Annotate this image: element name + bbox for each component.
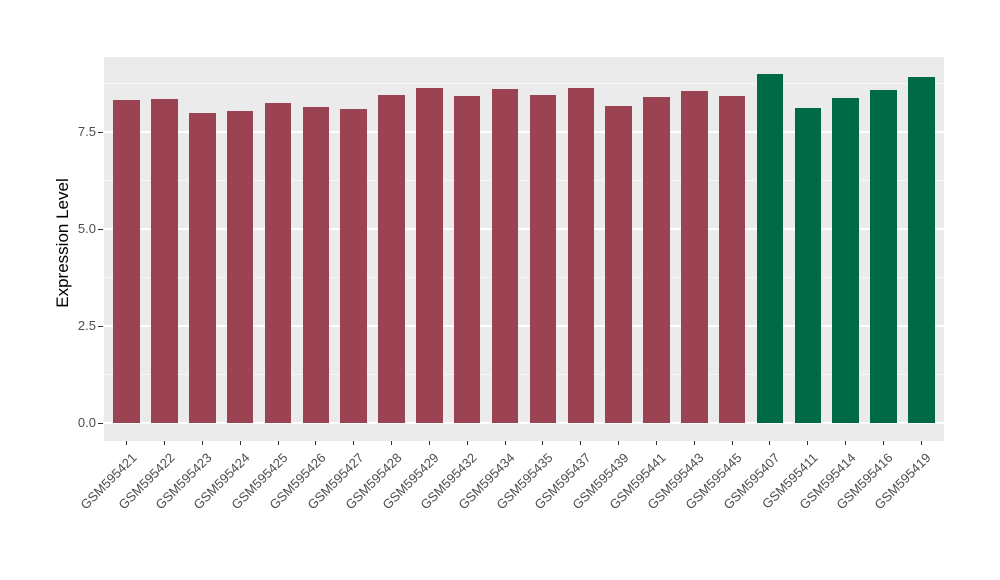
bar-GSM595445 <box>718 95 746 423</box>
y-tick <box>98 423 103 424</box>
y-tick-label: 5.0 <box>77 221 96 236</box>
gridline-major <box>104 422 944 424</box>
y-tick-label: 7.5 <box>77 124 96 139</box>
bar-GSM595427 <box>340 108 367 423</box>
bar-GSM595423 <box>189 112 216 423</box>
plot-panel <box>104 57 944 441</box>
gridline-major <box>104 228 944 230</box>
bar-GSM595407 <box>756 73 784 423</box>
bar-GSM595428 <box>378 94 405 423</box>
y-tick-label: 2.5 <box>77 318 96 333</box>
bar-GSM595426 <box>302 106 330 423</box>
gridline-major <box>104 325 944 327</box>
x-tick <box>693 441 695 445</box>
x-tick <box>164 441 166 445</box>
bar-GSM595443 <box>681 90 708 423</box>
x-tick <box>504 441 506 445</box>
x-tick <box>201 441 203 445</box>
bar-GSM595425 <box>264 102 292 423</box>
y-tick <box>98 326 103 327</box>
y-tick <box>98 132 103 133</box>
y-tick <box>98 229 103 230</box>
gridline-minor <box>104 180 944 181</box>
x-tick <box>391 441 393 445</box>
bar-GSM595435 <box>529 95 557 423</box>
bar-GSM595419 <box>908 76 935 423</box>
bar-GSM595439 <box>605 106 632 423</box>
gridline-minor <box>104 277 944 278</box>
x-tick <box>315 441 317 445</box>
bar-GSM595441 <box>643 96 670 423</box>
x-tick <box>655 441 657 445</box>
x-tick <box>353 441 355 445</box>
x-tick <box>239 441 241 445</box>
x-tick <box>126 441 128 445</box>
x-tick <box>731 441 733 445</box>
bar-GSM595432 <box>454 95 481 423</box>
bar-GSM595414 <box>832 97 859 423</box>
x-tick <box>807 441 809 445</box>
bar-GSM595416 <box>870 90 897 423</box>
x-tick <box>845 441 847 445</box>
bar-GSM595434 <box>491 89 519 423</box>
x-tick <box>618 441 620 445</box>
bar-GSM595437 <box>567 88 594 423</box>
x-tick <box>542 441 544 445</box>
y-axis-title: Expression Level <box>53 178 72 308</box>
x-tick <box>920 441 922 445</box>
x-tick <box>277 441 279 445</box>
bar-GSM595424 <box>226 110 254 423</box>
bar-GSM595429 <box>416 88 443 423</box>
bar-GSM595411 <box>794 108 822 423</box>
y-tick-label: 0.0 <box>77 415 96 430</box>
x-tick <box>428 441 430 445</box>
gridline-minor <box>104 83 944 84</box>
x-tick <box>466 441 468 445</box>
x-tick <box>580 441 582 445</box>
x-tick <box>769 441 771 445</box>
bar-GSM595422 <box>151 99 178 423</box>
gridline-major <box>104 131 944 133</box>
bar-GSM595421 <box>113 99 140 423</box>
gridline-minor <box>104 374 944 375</box>
x-tick <box>882 441 884 445</box>
